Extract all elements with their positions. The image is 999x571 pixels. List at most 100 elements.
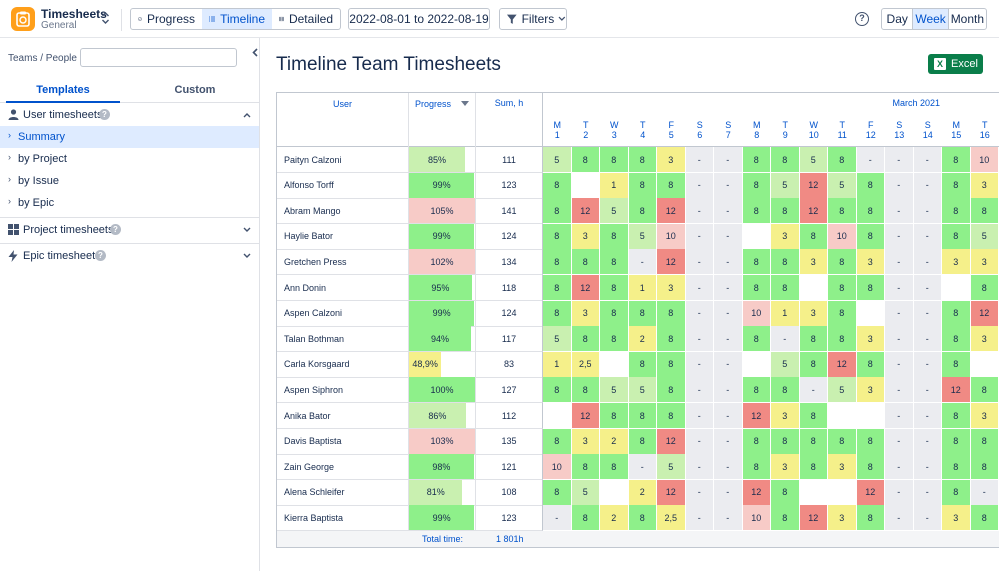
day-hours-cell[interactable]: - bbox=[685, 300, 714, 327]
day-hours-cell[interactable]: 1 bbox=[628, 275, 657, 301]
day-hours-cell[interactable]: 8 bbox=[828, 249, 857, 276]
day-hours-cell[interactable]: 12 bbox=[657, 479, 686, 506]
day-hours-cell[interactable]: 8 bbox=[771, 505, 800, 532]
day-hours-cell[interactable]: 3 bbox=[970, 249, 999, 276]
day-hours-cell[interactable] bbox=[799, 275, 828, 301]
day-hours-cell[interactable]: 8 bbox=[742, 454, 771, 481]
day-hours-cell[interactable]: - bbox=[856, 147, 885, 173]
day-hours-cell[interactable]: 5 bbox=[543, 147, 572, 173]
sidebar-item-by-project[interactable]: › by Project bbox=[0, 148, 259, 170]
day-hours-cell[interactable]: 8 bbox=[657, 172, 686, 199]
day-hours-cell[interactable]: - bbox=[714, 505, 743, 532]
user-name-cell[interactable]: Alfonso Torff bbox=[277, 172, 409, 199]
day-hours-cell[interactable]: - bbox=[885, 300, 914, 327]
day-hours-cell[interactable]: 12 bbox=[799, 172, 828, 199]
day-hours-cell[interactable]: 2 bbox=[600, 505, 629, 532]
sidebar-item-summary[interactable]: › Summary bbox=[0, 126, 259, 148]
day-hours-cell[interactable]: - bbox=[913, 403, 942, 429]
day-hours-cell[interactable]: - bbox=[913, 377, 942, 404]
tab-templates[interactable]: Templates bbox=[36, 84, 90, 96]
day-hours-cell[interactable]: 8 bbox=[600, 454, 629, 481]
day-hours-cell[interactable]: 3 bbox=[799, 249, 828, 276]
day-hours-cell[interactable]: 12 bbox=[970, 300, 999, 327]
user-name-cell[interactable]: Gretchen Press bbox=[277, 249, 409, 276]
user-name-cell[interactable]: Aspen Calzoni bbox=[277, 300, 409, 327]
day-hours-cell[interactable]: 8 bbox=[543, 172, 572, 199]
day-hours-cell[interactable]: - bbox=[685, 326, 714, 353]
day-hours-cell[interactable]: 8 bbox=[628, 172, 657, 199]
day-hours-cell[interactable]: 8 bbox=[970, 454, 999, 481]
day-hours-cell[interactable]: 8 bbox=[657, 351, 686, 378]
period-month-button[interactable]: Month bbox=[947, 9, 986, 29]
day-hours-cell[interactable]: - bbox=[885, 377, 914, 404]
day-hours-cell[interactable]: 8 bbox=[742, 172, 771, 199]
day-hours-cell[interactable]: 8 bbox=[571, 147, 600, 173]
day-hours-cell[interactable]: 8 bbox=[771, 275, 800, 301]
day-hours-cell[interactable]: 3 bbox=[571, 300, 600, 327]
day-hours-cell[interactable] bbox=[600, 479, 629, 506]
day-hours-cell[interactable]: 8 bbox=[628, 505, 657, 532]
day-hours-cell[interactable]: - bbox=[685, 377, 714, 404]
day-hours-cell[interactable]: 8 bbox=[771, 428, 800, 455]
day-hours-cell[interactable]: 5 bbox=[571, 479, 600, 506]
day-hours-cell[interactable]: 5 bbox=[771, 351, 800, 378]
day-hours-cell[interactable]: - bbox=[714, 147, 743, 173]
day-hours-cell[interactable]: 8 bbox=[742, 377, 771, 404]
switch-app-icon[interactable] bbox=[101, 11, 110, 28]
day-hours-cell[interactable]: 8 bbox=[942, 198, 971, 225]
day-hours-cell[interactable]: 8 bbox=[657, 326, 686, 353]
day-hours-cell[interactable]: 8 bbox=[543, 275, 572, 301]
day-hours-cell[interactable]: - bbox=[628, 249, 657, 276]
day-hours-cell[interactable]: 3 bbox=[771, 403, 800, 429]
day-hours-cell[interactable]: 8 bbox=[543, 249, 572, 276]
day-hours-cell[interactable]: - bbox=[714, 223, 743, 250]
day-hours-cell[interactable]: - bbox=[685, 147, 714, 173]
user-name-cell[interactable]: Anika Bator bbox=[277, 403, 409, 429]
day-hours-cell[interactable]: - bbox=[913, 147, 942, 173]
day-hours-cell[interactable]: - bbox=[685, 249, 714, 276]
day-hours-cell[interactable]: 8 bbox=[628, 351, 657, 378]
day-hours-cell[interactable]: 8 bbox=[543, 223, 572, 250]
day-hours-cell[interactable]: 8 bbox=[942, 479, 971, 506]
user-name-cell[interactable]: Davis Baptista bbox=[277, 428, 409, 455]
day-hours-cell[interactable]: 5 bbox=[628, 223, 657, 250]
day-hours-cell[interactable]: 8 bbox=[628, 198, 657, 225]
view-detailed-button[interactable]: Detailed bbox=[272, 9, 340, 29]
day-hours-cell[interactable]: 8 bbox=[856, 454, 885, 481]
day-hours-cell[interactable]: - bbox=[714, 172, 743, 199]
day-hours-cell[interactable]: 8 bbox=[799, 454, 828, 481]
day-hours-cell[interactable]: - bbox=[885, 403, 914, 429]
day-hours-cell[interactable]: 8 bbox=[942, 351, 971, 378]
user-column-header[interactable]: User bbox=[277, 93, 409, 147]
day-hours-cell[interactable]: 8 bbox=[742, 147, 771, 173]
day-hours-cell[interactable]: - bbox=[885, 326, 914, 353]
day-hours-cell[interactable]: 8 bbox=[742, 198, 771, 225]
timesheets-logo-icon[interactable] bbox=[11, 7, 35, 31]
day-hours-cell[interactable]: 12 bbox=[571, 198, 600, 225]
day-hours-cell[interactable]: 8 bbox=[600, 300, 629, 327]
day-hours-cell[interactable]: 8 bbox=[942, 300, 971, 327]
day-hours-cell[interactable]: 8 bbox=[600, 147, 629, 173]
section-project-timesheets[interactable]: Project timesheets ? bbox=[0, 219, 259, 241]
day-hours-cell[interactable]: 5 bbox=[799, 147, 828, 173]
day-hours-cell[interactable]: - bbox=[913, 454, 942, 481]
day-hours-cell[interactable] bbox=[742, 223, 771, 250]
day-hours-cell[interactable]: 5 bbox=[657, 454, 686, 481]
day-hours-cell[interactable]: 8 bbox=[856, 428, 885, 455]
day-hours-cell[interactable]: 12 bbox=[742, 403, 771, 429]
day-hours-cell[interactable]: - bbox=[685, 428, 714, 455]
day-hours-cell[interactable]: 8 bbox=[657, 300, 686, 327]
day-hours-cell[interactable]: - bbox=[628, 454, 657, 481]
day-hours-cell[interactable]: - bbox=[913, 428, 942, 455]
day-hours-cell[interactable] bbox=[856, 300, 885, 327]
day-hours-cell[interactable]: 8 bbox=[856, 198, 885, 225]
day-hours-cell[interactable]: - bbox=[885, 172, 914, 199]
day-hours-cell[interactable]: - bbox=[714, 377, 743, 404]
day-hours-cell[interactable]: - bbox=[885, 147, 914, 173]
day-hours-cell[interactable]: - bbox=[543, 505, 572, 532]
day-hours-cell[interactable]: - bbox=[714, 351, 743, 378]
day-hours-cell[interactable]: 12 bbox=[828, 351, 857, 378]
day-hours-cell[interactable]: 8 bbox=[771, 479, 800, 506]
user-name-cell[interactable]: Zain George bbox=[277, 454, 409, 481]
day-hours-cell[interactable]: 12 bbox=[799, 505, 828, 532]
